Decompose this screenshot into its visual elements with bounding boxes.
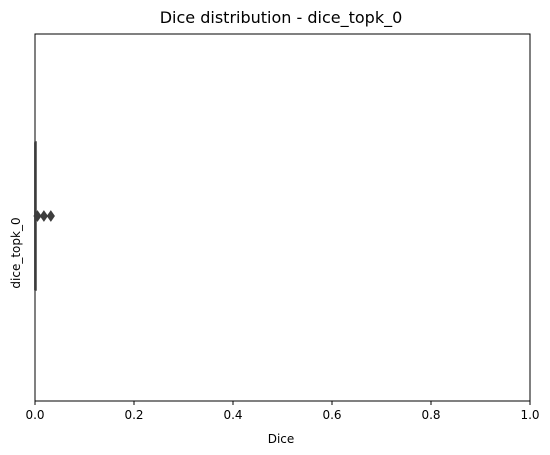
x-tick-label: 1.0 (520, 408, 539, 422)
plot-area: 0.0 0.2 0.4 0.6 0.8 1.0 (25, 33, 540, 422)
outlier-point (33, 210, 42, 222)
x-tick-label: 0.2 (124, 408, 143, 422)
x-tick-label: 0.8 (421, 408, 440, 422)
y-axis-label: dice_topk_0 (9, 217, 23, 288)
chart-title: Dice distribution - dice_topk_0 (160, 8, 403, 28)
x-axis-label: Dice (268, 432, 295, 446)
x-tick-label: 0.6 (322, 408, 341, 422)
outlier-point (46, 210, 55, 222)
plot-frame (34, 33, 531, 402)
x-tick-label: 0.0 (25, 408, 44, 422)
outlier-point (39, 210, 49, 222)
x-tick-label: 0.4 (223, 408, 242, 422)
